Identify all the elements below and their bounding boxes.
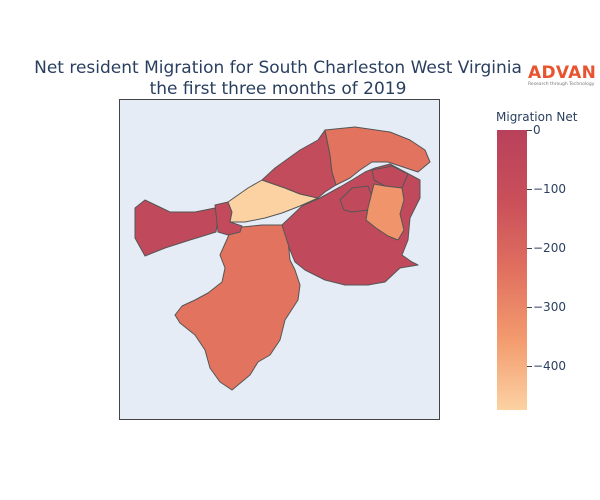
- colorbar-tick-label-3: −300: [533, 300, 566, 314]
- colorbar-tick-label-4: −400: [533, 359, 566, 373]
- colorbar-tick-4: [527, 366, 532, 367]
- chart-title-line-2: the first three months of 2019: [149, 79, 407, 99]
- region-east-light-tract[interactable]: [365, 183, 405, 241]
- colorbar-title: Migration Net: [496, 110, 578, 124]
- logo-tagline: Research through Technology: [528, 82, 595, 87]
- chart-title: Net resident Migration for South Charles…: [0, 58, 556, 100]
- colorbar-tick-label-2: −200: [533, 241, 566, 255]
- region-northeast-tract[interactable]: [324, 126, 431, 186]
- colorbar-tick-3: [527, 307, 532, 308]
- colorbar-tick-2: [527, 248, 532, 249]
- colorbar-tick-label-0: 0: [533, 123, 541, 137]
- colorbar-tick-label-1: −100: [533, 182, 566, 196]
- colorbar-tick-1: [527, 189, 532, 190]
- colorbar: [497, 130, 527, 410]
- advan-logo: ADVAN Research through Technology: [528, 63, 597, 88]
- chart-title-line-1: Net resident Migration for South Charles…: [34, 58, 522, 78]
- choropleth-map[interactable]: [119, 99, 440, 420]
- region-northwest-tract[interactable]: [134, 199, 219, 257]
- region-south-tract[interactable]: [174, 224, 301, 391]
- logo-wordmark: ADVAN: [528, 63, 597, 83]
- colorbar-tick-0: [527, 130, 532, 131]
